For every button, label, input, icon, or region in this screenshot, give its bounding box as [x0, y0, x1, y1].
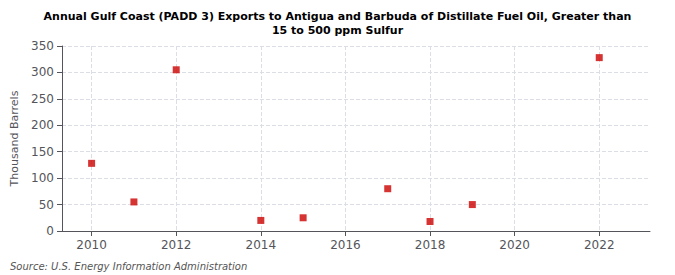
svg-text:2020: 2020 — [499, 238, 530, 252]
svg-text:2018: 2018 — [415, 238, 446, 252]
svg-text:2022: 2022 — [584, 238, 615, 252]
svg-text:2016: 2016 — [330, 238, 361, 252]
svg-text:15 to 500 ppm Sulfur: 15 to 500 ppm Sulfur — [272, 24, 404, 37]
svg-text:Source: U.S. Energy Informatio: Source: U.S. Energy Information Administ… — [10, 261, 247, 272]
svg-text:Thousand Barrels: Thousand Barrels — [8, 90, 21, 187]
svg-text:300: 300 — [31, 65, 54, 79]
svg-text:2014: 2014 — [246, 238, 277, 252]
svg-text:350: 350 — [31, 39, 54, 53]
svg-text:250: 250 — [31, 92, 54, 106]
svg-text:150: 150 — [31, 145, 54, 159]
svg-text:Annual Gulf Coast (PADD 3) Exp: Annual Gulf Coast (PADD 3) Exports to An… — [44, 10, 632, 23]
svg-text:50: 50 — [39, 198, 54, 212]
svg-text:100: 100 — [31, 171, 54, 185]
svg-text:0: 0 — [46, 224, 54, 238]
svg-text:200: 200 — [31, 118, 54, 132]
svg-text:2010: 2010 — [76, 238, 107, 252]
svg-text:2012: 2012 — [161, 238, 192, 252]
